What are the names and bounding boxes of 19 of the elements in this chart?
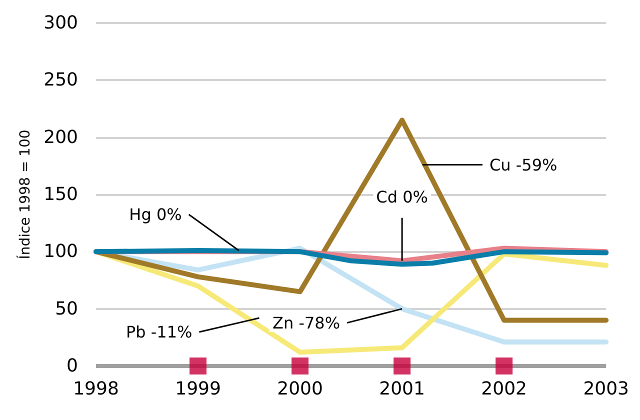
y-axis-title: Índice 1998 = 100 <box>16 130 34 260</box>
annotation: Zn -78% <box>272 313 340 332</box>
y-tick-label: 0 <box>66 356 78 376</box>
y-tick-label: 200 <box>44 126 78 148</box>
y-tick-label: 100 <box>44 241 78 262</box>
y-tick-label: 250 <box>44 70 78 91</box>
x-tick-label: 1999 <box>175 378 221 400</box>
y-tick-label: 50 <box>55 298 78 320</box>
y-tick-label: 300 <box>44 12 78 34</box>
x-tick-label: 1998 <box>73 378 119 400</box>
annotation: Cd 0% <box>376 187 428 206</box>
annotation: Hg 0% <box>129 205 182 224</box>
x-tick-label: 2002 <box>481 378 527 400</box>
x-tick-label: 2003 <box>583 378 629 400</box>
annotation: Pb -11% <box>126 322 192 342</box>
annotation: Cu -59% <box>489 155 558 174</box>
y-tick-label: 150 <box>44 184 78 205</box>
x-tick-label: 2001 <box>379 378 425 400</box>
x-tick-label: 2000 <box>277 378 323 400</box>
